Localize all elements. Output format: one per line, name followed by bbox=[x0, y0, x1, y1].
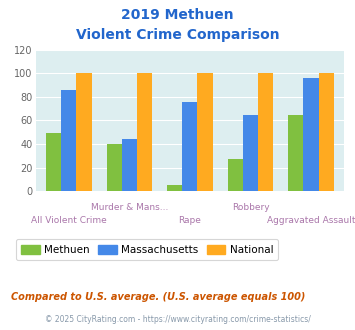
Text: All Violent Crime: All Violent Crime bbox=[31, 216, 107, 225]
Bar bbox=[228, 159, 243, 191]
Text: Aggravated Assault: Aggravated Assault bbox=[267, 216, 355, 225]
Bar bbox=[46, 133, 61, 191]
Text: Robbery: Robbery bbox=[232, 203, 269, 212]
Text: Rape: Rape bbox=[179, 216, 201, 225]
Text: Compared to U.S. average. (U.S. average equals 100): Compared to U.S. average. (U.S. average … bbox=[11, 292, 305, 302]
Bar bbox=[258, 73, 273, 191]
Text: Murder & Mans...: Murder & Mans... bbox=[91, 203, 168, 212]
Bar bbox=[61, 90, 76, 191]
Bar bbox=[197, 73, 213, 191]
Bar bbox=[137, 73, 152, 191]
Bar bbox=[243, 115, 258, 191]
Text: Violent Crime Comparison: Violent Crime Comparison bbox=[76, 28, 279, 42]
Bar bbox=[167, 185, 182, 191]
Bar bbox=[122, 139, 137, 191]
Text: © 2025 CityRating.com - https://www.cityrating.com/crime-statistics/: © 2025 CityRating.com - https://www.city… bbox=[45, 315, 310, 324]
Bar bbox=[76, 73, 92, 191]
Bar bbox=[319, 73, 334, 191]
Bar bbox=[288, 115, 304, 191]
Legend: Methuen, Massachusetts, National: Methuen, Massachusetts, National bbox=[16, 239, 278, 260]
Bar bbox=[304, 78, 319, 191]
Text: 2019 Methuen: 2019 Methuen bbox=[121, 8, 234, 22]
Bar bbox=[106, 144, 122, 191]
Bar bbox=[182, 102, 197, 191]
